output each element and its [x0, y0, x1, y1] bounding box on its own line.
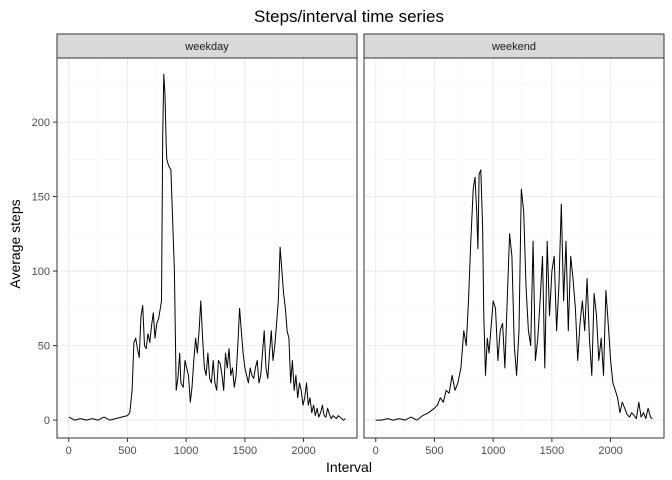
- x-tick-label: 1000: [481, 445, 505, 457]
- facet-strip: [56, 33, 358, 59]
- y-tick-label: 150: [32, 192, 50, 204]
- facet-panel-weekend: weekend 0 500 1000 1500 2000: [363, 33, 665, 457]
- facet-panels: weekday 0 500 1000 1500 2000 0 50 100 150 200 weeke…: [32, 33, 665, 457]
- y-tick-label: 0: [44, 415, 50, 427]
- x-axis-title: Interval: [326, 459, 372, 475]
- x-tick-label: 500: [118, 445, 136, 457]
- chart-title: Steps/interval time series: [254, 7, 444, 26]
- y-tick-label: 50: [38, 341, 50, 353]
- x-tick-label: 1000: [174, 445, 198, 457]
- series-line-weekend: [375, 169, 653, 421]
- y-tick-label: 100: [32, 266, 50, 278]
- y-axis-title: Average steps: [7, 199, 23, 288]
- x-tick-label: 0: [66, 445, 72, 457]
- facet-strip: [363, 33, 665, 59]
- x-tick-label: 2000: [291, 445, 315, 457]
- facet-panel-weekday: weekday 0 500 1000 1500 2000 0 50 100 150 200: [32, 33, 358, 457]
- x-tick-label: 1500: [540, 445, 564, 457]
- y-tick-label: 200: [32, 117, 50, 129]
- x-tick-label: 1500: [233, 445, 257, 457]
- facet-strip-label: weekend: [491, 41, 536, 53]
- panel-background: [57, 58, 357, 438]
- panel-background: [364, 58, 664, 438]
- facet-strip-label: weekday: [184, 41, 229, 53]
- series-line-weekday: [68, 73, 346, 421]
- x-tick-label: 2000: [598, 445, 622, 457]
- x-tick-label: 0: [373, 445, 379, 457]
- x-tick-label: 500: [425, 445, 443, 457]
